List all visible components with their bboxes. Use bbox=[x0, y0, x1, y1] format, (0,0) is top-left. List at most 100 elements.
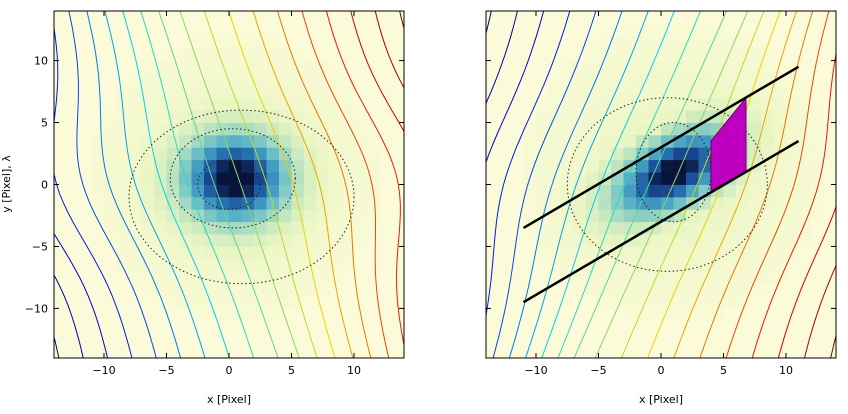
contour-line bbox=[486, 11, 545, 164]
intensity-pixel bbox=[229, 35, 242, 49]
intensity-pixel bbox=[179, 196, 192, 210]
intensity-pixel bbox=[548, 258, 562, 272]
intensity-pixel bbox=[548, 234, 562, 247]
intensity-pixel bbox=[254, 184, 267, 198]
intensity-pixel bbox=[811, 196, 824, 210]
intensity-pixel bbox=[179, 172, 192, 185]
intensity-pixel bbox=[191, 283, 205, 297]
intensity-pixel bbox=[698, 35, 712, 49]
intensity-pixel bbox=[773, 85, 787, 99]
intensity-pixel bbox=[798, 159, 812, 173]
intensity-pixel bbox=[561, 258, 574, 272]
intensity-pixel bbox=[216, 221, 230, 235]
intensity-pixel bbox=[291, 172, 305, 185]
intensity-pixel bbox=[573, 85, 587, 99]
intensity-pixel bbox=[661, 234, 674, 247]
intensity-pixel bbox=[291, 246, 305, 260]
intensity-pixel bbox=[354, 159, 367, 173]
intensity-pixel bbox=[548, 134, 562, 148]
intensity-pixel bbox=[91, 147, 105, 161]
intensity-pixel bbox=[561, 246, 574, 260]
intensity-pixel bbox=[179, 159, 192, 173]
intensity-pixel bbox=[761, 258, 774, 272]
intensity-pixel bbox=[586, 209, 599, 223]
intensity-pixel bbox=[636, 234, 649, 247]
intensity-pixel bbox=[366, 196, 380, 210]
dotted-ellipse bbox=[169, 128, 296, 229]
intensity-pixel bbox=[216, 234, 230, 247]
contour-line bbox=[525, 11, 649, 358]
intensity-pixel bbox=[266, 221, 280, 235]
intensity-pixel bbox=[179, 97, 192, 111]
contour-line bbox=[620, 11, 765, 358]
intensity-pixel bbox=[761, 234, 774, 247]
intensity-pixel bbox=[761, 221, 774, 235]
intensity-pixel bbox=[736, 72, 749, 86]
intensity-pixel bbox=[141, 85, 155, 99]
intensity-pixel bbox=[586, 271, 599, 285]
intensity-pixel bbox=[229, 147, 242, 161]
intensity-pixel bbox=[129, 147, 142, 161]
intensity-pixel bbox=[241, 184, 255, 198]
intensity-pixel bbox=[154, 221, 167, 235]
intensity-pixel bbox=[91, 184, 105, 198]
contour-line bbox=[228, 11, 336, 358]
intensity-pixel bbox=[129, 209, 142, 223]
intensity-pixel bbox=[279, 97, 292, 111]
intensity-pixel bbox=[104, 110, 117, 123]
intensity-pixel bbox=[254, 258, 267, 272]
intensity-pixel bbox=[598, 184, 612, 198]
intensity-pixel bbox=[611, 110, 624, 123]
intensity-pixel bbox=[598, 258, 612, 272]
intensity-pixel bbox=[291, 48, 305, 61]
intensity-pixel bbox=[279, 271, 292, 285]
intensity-pixel bbox=[291, 159, 305, 173]
intensity-pixel bbox=[623, 60, 637, 74]
intensity-pixel bbox=[723, 184, 737, 198]
intensity-pixel bbox=[523, 159, 537, 173]
intensity-pixel bbox=[179, 258, 192, 272]
intensity-pixel bbox=[304, 172, 317, 185]
intensity-pixel bbox=[204, 110, 217, 123]
intensity-pixel bbox=[216, 60, 230, 74]
intensity-pixel bbox=[191, 60, 205, 74]
intensity-pixel bbox=[623, 271, 637, 285]
intensity-pixel bbox=[216, 85, 230, 99]
intensity-pixel bbox=[623, 209, 637, 223]
intensity-pixel bbox=[786, 172, 799, 185]
intensity-pixel bbox=[166, 234, 180, 247]
intensity-pixel bbox=[316, 110, 330, 123]
contour-line bbox=[803, 264, 836, 358]
intensity-pixel bbox=[548, 122, 562, 136]
intensity-pixel bbox=[291, 221, 305, 235]
intensity-pixel bbox=[179, 122, 192, 136]
intensity-pixel bbox=[748, 147, 762, 161]
intensity-pixel bbox=[636, 23, 649, 37]
contour-line bbox=[573, 11, 728, 358]
intensity-pixel bbox=[204, 48, 217, 61]
intensity-pixel bbox=[698, 271, 712, 285]
intensity-pixel bbox=[341, 159, 355, 173]
intensity-pixel bbox=[316, 234, 330, 247]
intensity-pixel bbox=[786, 122, 799, 136]
intensity-pixel bbox=[661, 72, 674, 86]
intensity-pixel bbox=[623, 196, 637, 210]
right-ticks: −10 −5 0 5 10 bbox=[486, 11, 836, 377]
intensity-pixel bbox=[241, 97, 255, 111]
intensity-pixel bbox=[711, 221, 724, 235]
intensity-pixel bbox=[216, 308, 230, 322]
intensity-pixel bbox=[536, 246, 549, 260]
intensity-pixel bbox=[304, 72, 317, 86]
intensity-pixel bbox=[673, 159, 687, 173]
intensity-pixel bbox=[329, 172, 342, 185]
intensity-pixel bbox=[154, 234, 167, 247]
intensity-pixel bbox=[598, 159, 612, 173]
intensity-pixel bbox=[611, 48, 624, 61]
intensity-pixel bbox=[561, 72, 574, 86]
intensity-pixel bbox=[279, 122, 292, 136]
intensity-pixel bbox=[661, 97, 674, 111]
intensity-pixel bbox=[266, 209, 280, 223]
intensity-pixel bbox=[673, 147, 687, 161]
intensity-pixel bbox=[636, 122, 649, 136]
intensity-pixel bbox=[798, 172, 812, 185]
